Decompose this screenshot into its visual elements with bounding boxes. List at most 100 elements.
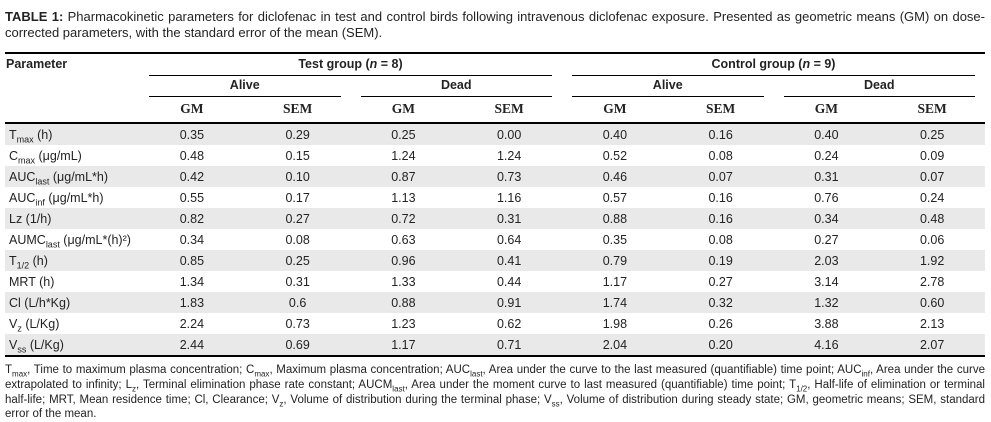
value-cell: 1.92 <box>919 253 945 268</box>
value-cell: 0.88 <box>391 295 416 310</box>
param-cell: Vss (L/Kg) <box>5 334 139 357</box>
table-row: Vz (L/Kg) 2.24 0.73 1.23 0.62 1.98 0.26 3.88 2.1… <box>5 313 985 334</box>
table-caption-text: Pharmacokinetic parameters for diclofena… <box>5 9 985 40</box>
value-cell: 0.48 <box>179 148 205 163</box>
value-cell: 0.60 <box>919 295 945 310</box>
value-cell: 0.91 <box>496 295 522 310</box>
col-header-test-alive-gm: GM <box>139 97 245 124</box>
value-cell: 0.87 <box>391 169 416 184</box>
value-cell: 2.44 <box>139 334 245 357</box>
value-cell: 0.48 <box>919 211 945 226</box>
table-row: Cl (L/h*Kg) 1.83 0.6 0.88 0.91 1.74 0.32 1.32 0.… <box>5 292 985 313</box>
subgroup-header-row: Alive Dead Alive Dead <box>5 76 985 97</box>
value-cell: 0.57 <box>602 190 628 205</box>
value-cell: 2.13 <box>919 316 945 331</box>
value-cell: 0.16 <box>708 190 733 205</box>
param-cell: AUClast (μg/mL*h) <box>9 169 109 186</box>
value-cell: 1.34 <box>179 274 205 289</box>
measure-header-row: GM SEM GM SEM GM SEM GM SEM <box>5 97 985 124</box>
group-header-test-n: n <box>369 57 378 71</box>
value-cell: 0.08 <box>708 148 733 163</box>
value-cell: 0.40 <box>814 127 839 142</box>
value-cell: 1.24 <box>496 148 522 163</box>
param-cell: Vz (L/Kg) <box>9 316 60 333</box>
group-header-control-n: n <box>802 57 811 71</box>
param-cell: MRT (h) <box>9 274 55 289</box>
value-cell: 0.64 <box>496 232 522 247</box>
value-cell: 1.32 <box>814 295 839 310</box>
value-cell: 0.85 <box>179 253 205 268</box>
value-cell: 0.06 <box>919 232 945 247</box>
value-cell: 2.24 <box>179 316 205 331</box>
value-cell: 0.31 <box>496 211 522 226</box>
param-cell: Lz (1/h) <box>9 211 52 226</box>
value-cell: 0.46 <box>602 169 628 184</box>
value-cell: 0.25 <box>285 253 310 268</box>
param-column-header: Parameter <box>5 53 139 124</box>
value-cell: 0.16 <box>708 211 733 226</box>
value-cell: 0.00 <box>496 127 522 142</box>
group-header-control-count: = 9) <box>810 57 836 71</box>
value-cell: 0.08 <box>285 232 310 247</box>
pk-table-body: Tmax (h) 0.35 0.29 0.25 0.00 0.40 0.16 0.40 0.25… <box>5 123 985 357</box>
table-caption: TABLE 1: Pharmacokinetic parameters for … <box>5 9 985 40</box>
value-cell: 0.73 <box>496 169 522 184</box>
subgroup-header-test-alive: Alive <box>139 76 351 97</box>
group-header-control: Control group (n = 9) <box>562 53 985 76</box>
value-cell: 1.83 <box>179 295 205 310</box>
value-cell: 0.44 <box>496 274 522 289</box>
value-cell: 0.31 <box>285 274 310 289</box>
value-cell: 0.52 <box>602 148 628 163</box>
subgroup-header-control-alive: Alive <box>562 76 774 97</box>
value-cell: 1.24 <box>391 148 416 163</box>
value-cell: 4.16 <box>773 334 880 357</box>
table-row: AUMClast (μg/mL*(h)²) 0.34 0.08 0.63 0.64 0.3… <box>5 229 985 250</box>
group-header-row: Parameter Test group (n = 8) Control gro… <box>5 53 985 124</box>
subgroup-header-test-dead: Dead <box>351 76 563 97</box>
value-cell: 0.40 <box>602 127 628 142</box>
pk-table: Parameter Test group (n = 8) Control gro… <box>5 52 985 357</box>
subgroup-header-control-dead: Dead <box>774 76 986 97</box>
value-cell: 0.35 <box>602 232 628 247</box>
value-cell: 0.17 <box>285 190 310 205</box>
col-header-test-alive-sem: SEM <box>244 97 351 124</box>
value-cell: 1.13 <box>391 190 416 205</box>
param-cell: Cmax (μg/mL) <box>9 148 82 165</box>
pk-table-header: Parameter Test group (n = 8) Control gro… <box>5 53 985 124</box>
value-cell: 0.6 <box>288 295 307 310</box>
value-cell: 0.15 <box>285 148 310 163</box>
value-cell: 0.34 <box>814 211 839 226</box>
col-header-control-dead-gm: GM <box>773 97 880 124</box>
value-cell: 0.19 <box>708 253 733 268</box>
param-cell: Cl (L/h*Kg) <box>9 295 71 310</box>
value-cell: 2.03 <box>814 253 839 268</box>
value-cell: 0.88 <box>602 211 628 226</box>
value-cell: 0.08 <box>708 232 733 247</box>
value-cell: 1.17 <box>602 274 628 289</box>
table-row: Vss (L/Kg) 2.44 0.69 1.17 0.71 2.04 0.20 4.16 2.… <box>5 334 985 357</box>
param-cell: AUCinf (μg/mL*h) <box>9 190 104 207</box>
value-cell: 2.78 <box>919 274 945 289</box>
value-cell: 1.98 <box>602 316 628 331</box>
value-cell: 0.76 <box>814 190 839 205</box>
value-cell: 1.33 <box>391 274 416 289</box>
table-row: MRT (h) 1.34 0.31 1.33 0.44 1.17 0.27 3.14 2.78 <box>5 271 985 292</box>
param-cell: Tmax (h) <box>9 127 53 144</box>
value-cell: 0.72 <box>391 211 416 226</box>
table-row: Tmax (h) 0.35 0.29 0.25 0.00 0.40 0.16 0.40 0.25 <box>5 123 985 145</box>
value-cell: 2.07 <box>879 334 985 357</box>
value-cell: 0.69 <box>244 334 351 357</box>
value-cell: 0.25 <box>919 127 945 142</box>
col-header-test-dead-sem: SEM <box>456 97 562 124</box>
table-row: T1/2 (h) 0.85 0.25 0.96 0.41 0.79 0.19 2.03 1.92 <box>5 250 985 271</box>
value-cell: 1.17 <box>350 334 457 357</box>
group-header-control-text: Control group ( <box>711 57 803 71</box>
value-cell: 3.88 <box>814 316 839 331</box>
table-footnote: Tmax, Time to maximum plasma concentrati… <box>5 364 985 421</box>
value-cell: 0.71 <box>456 334 562 357</box>
value-cell: 0.10 <box>285 169 310 184</box>
col-header-control-dead-sem: SEM <box>879 97 985 124</box>
value-cell: 0.62 <box>496 316 522 331</box>
group-header-test-count: = 8) <box>377 57 403 71</box>
value-cell: 0.24 <box>814 148 839 163</box>
